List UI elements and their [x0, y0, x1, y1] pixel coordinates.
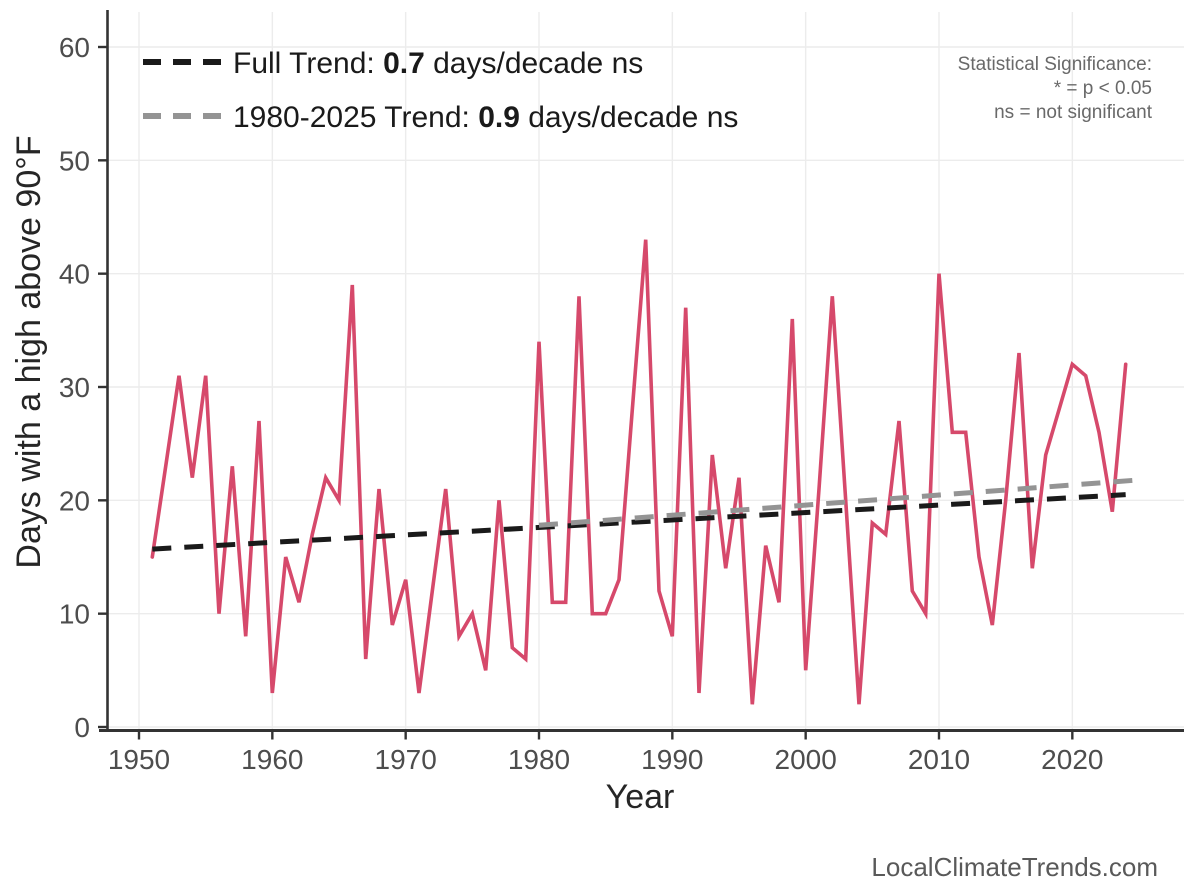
axes	[98, 10, 1184, 740]
significance-note-line2: * = p < 0.05	[1054, 78, 1152, 99]
y-axis-title: Days with a high above 90°F	[10, 135, 48, 568]
significance-note: Statistical Significance: * = p < 0.05 n…	[958, 54, 1153, 123]
watermark: LocalClimateTrends.com	[871, 852, 1158, 882]
data-series-line	[150, 239, 1128, 705]
y-tick-label: 40	[59, 259, 90, 290]
x-tick-label: 1960	[241, 744, 303, 775]
significance-note-line1: Statistical Significance:	[958, 54, 1152, 75]
1980-2025-trend-line	[538, 477, 1140, 528]
x-tick-label: 1950	[108, 744, 170, 775]
tick-labels: 0 10 20 30 40 50 60 1950 1960 1970 1980 1990 2000 201…	[59, 32, 1104, 775]
y-tick-label: 0	[74, 712, 90, 743]
x-tick-label: 2010	[908, 744, 970, 775]
x-tick-label: 1980	[508, 744, 570, 775]
trend-lines	[152, 477, 1140, 552]
full-trend-legend-label: Full Trend: 0.7 days/decade ns	[233, 47, 643, 80]
y-tick-label: 30	[59, 372, 90, 403]
significance-note-line3: ns = not significant	[994, 102, 1153, 123]
y-tick-label: 20	[59, 485, 90, 516]
full-trend-line	[152, 492, 1126, 552]
x-tick-label: 2020	[1041, 744, 1103, 775]
legend: Full Trend: 0.7 days/decade ns 1980-2025…	[143, 47, 738, 134]
recent-trend-legend-label: 1980-2025 Trend: 0.9 days/decade ns	[233, 101, 738, 134]
y-tick-label: 10	[59, 599, 90, 630]
y-tick-label: 60	[59, 32, 90, 63]
annual-series-polyline	[150, 239, 1128, 705]
y-tick-label: 50	[59, 145, 90, 176]
x-tick-label: 2000	[775, 744, 837, 775]
x-tick-label: 1970	[375, 744, 437, 775]
x-tick-label: 1990	[641, 744, 703, 775]
x-axis-title: Year	[606, 778, 675, 816]
